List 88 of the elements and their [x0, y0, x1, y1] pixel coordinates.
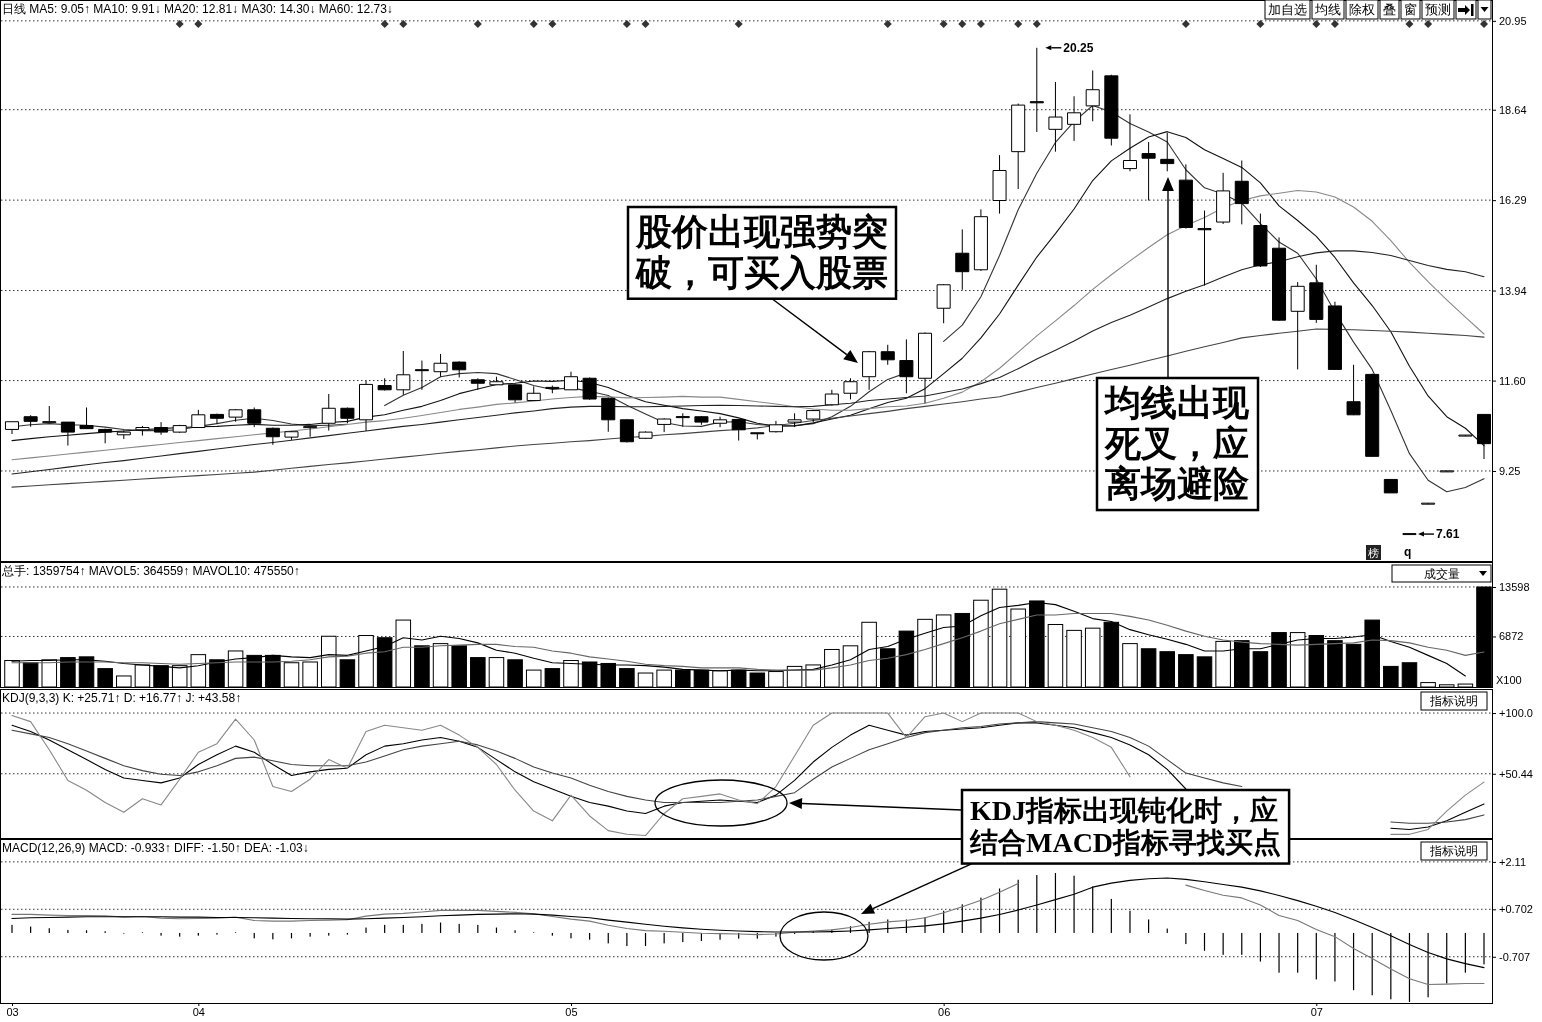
candlestick — [340, 407, 355, 424]
candlestick — [563, 371, 579, 391]
candlestick — [880, 344, 895, 366]
candlestick — [1383, 478, 1398, 494]
candlestick — [824, 389, 839, 407]
candlestick — [1327, 301, 1342, 371]
chart-title: MACD(12,26,9) MACD: -0.933↑ DIFF: -1.50↑ DEA: -1.03↓ — [2, 841, 309, 855]
candlestick — [768, 420, 783, 433]
candlestick — [750, 432, 765, 440]
candlestick — [116, 430, 131, 440]
x-tick-label: 06 — [938, 1005, 951, 1018]
candlestick — [191, 409, 206, 428]
annotation: 指标说明 — [1429, 694, 1478, 709]
annotation: 股价出现强势突破，可买入股票 — [634, 212, 888, 293]
candlestick — [4, 421, 20, 435]
candlestick — [1309, 264, 1324, 324]
annotation: 20.25 — [1063, 40, 1094, 55]
candlestick — [713, 416, 728, 428]
annotation: KDJ指标出现钝化时，应结合MACD指标寻找买点 — [969, 795, 1282, 858]
candlestick — [657, 417, 672, 433]
candlestick — [265, 427, 280, 446]
annotation: 7.61 — [1435, 527, 1460, 542]
y-tick-label: 11.60 — [1499, 374, 1526, 387]
y-axis-title: X100 — [1496, 674, 1522, 686]
candlestick — [284, 430, 299, 441]
y-tick-label: +2.11 — [1499, 855, 1527, 868]
candlestick — [1421, 502, 1436, 505]
candlestick — [79, 407, 94, 430]
annotation: q — [1404, 545, 1412, 559]
line-series — [11, 189, 1485, 461]
x-tick-label: 05 — [565, 1005, 578, 1018]
candlestick — [1067, 95, 1082, 142]
annotation: 成交量 — [1423, 566, 1460, 581]
y-tick-label: 16.29 — [1499, 194, 1527, 207]
y-tick-label: +50.44 — [1499, 767, 1533, 780]
candlestick — [526, 385, 541, 402]
annotation: 指标说明 — [1429, 844, 1478, 859]
candlestick — [1253, 213, 1268, 268]
line-series — [11, 612, 1485, 671]
y-tick-label: 20.95 — [1499, 14, 1527, 27]
chart-title: 总手: 1359754↑ MAVOL5: 364559↑ MAVOL10: 475550↑ — [1, 564, 300, 578]
candlestick — [98, 428, 113, 444]
candlestick — [60, 421, 75, 447]
candlestick — [433, 353, 448, 378]
y-tick-label: 18.64 — [1499, 103, 1527, 116]
candlestick — [321, 393, 336, 432]
candlestick — [1476, 413, 1492, 460]
y-tick-label: 9.25 — [1499, 465, 1521, 477]
y-tick-label: 6872 — [1499, 630, 1524, 643]
y-tick-label: +0.702 — [1499, 903, 1533, 916]
y-tick-label: +100.0 — [1499, 707, 1533, 720]
candlestick — [172, 424, 187, 434]
candlestick — [508, 383, 523, 403]
candlestick — [806, 409, 821, 423]
candlestick — [731, 418, 746, 442]
candlestick — [694, 415, 709, 426]
candlestick — [209, 413, 224, 425]
candlestick — [973, 208, 988, 272]
x-tick-label: 03 — [6, 1005, 19, 1018]
chart-title: KDJ(9,3,3) K: +25.71↑ D: +16.77↑ J: +43.58↑ — [2, 691, 242, 705]
candlestick — [1160, 132, 1175, 172]
candlestick — [452, 360, 467, 378]
candlestick — [135, 425, 150, 437]
candlestick — [1458, 434, 1473, 437]
candlestick — [638, 430, 653, 440]
y-tick-label: 13598 — [1499, 581, 1530, 594]
candlestick — [545, 385, 560, 394]
candlestick — [247, 407, 262, 428]
x-tick-label: 07 — [1310, 1005, 1323, 1018]
annotation: 均线出现死叉，应离场避险 — [1103, 383, 1250, 505]
candlestick — [1197, 210, 1212, 287]
x-tick-label: 04 — [192, 1005, 205, 1018]
candlestick — [787, 412, 802, 428]
candlestick — [42, 405, 57, 424]
candlestick — [1122, 113, 1137, 172]
chart-title: 日线 MA5: 9.05↑ MA10: 9.91↓ MA20: 12.81↓ MA30: 14.30↓ MA60: 12.73↓ — [2, 2, 393, 16]
y-tick-label: 13.94 — [1499, 284, 1527, 297]
candlestick — [303, 425, 318, 438]
candlestick — [23, 414, 38, 428]
candlestick — [1365, 373, 1380, 458]
candlestick — [154, 421, 169, 436]
candlestick — [228, 408, 243, 423]
candlestick — [675, 412, 690, 428]
candlestick — [619, 418, 634, 444]
y-tick-label: -0.707 — [1499, 950, 1531, 963]
candlestick — [1104, 74, 1119, 146]
candlestick — [601, 396, 616, 433]
candlestick — [414, 360, 429, 391]
